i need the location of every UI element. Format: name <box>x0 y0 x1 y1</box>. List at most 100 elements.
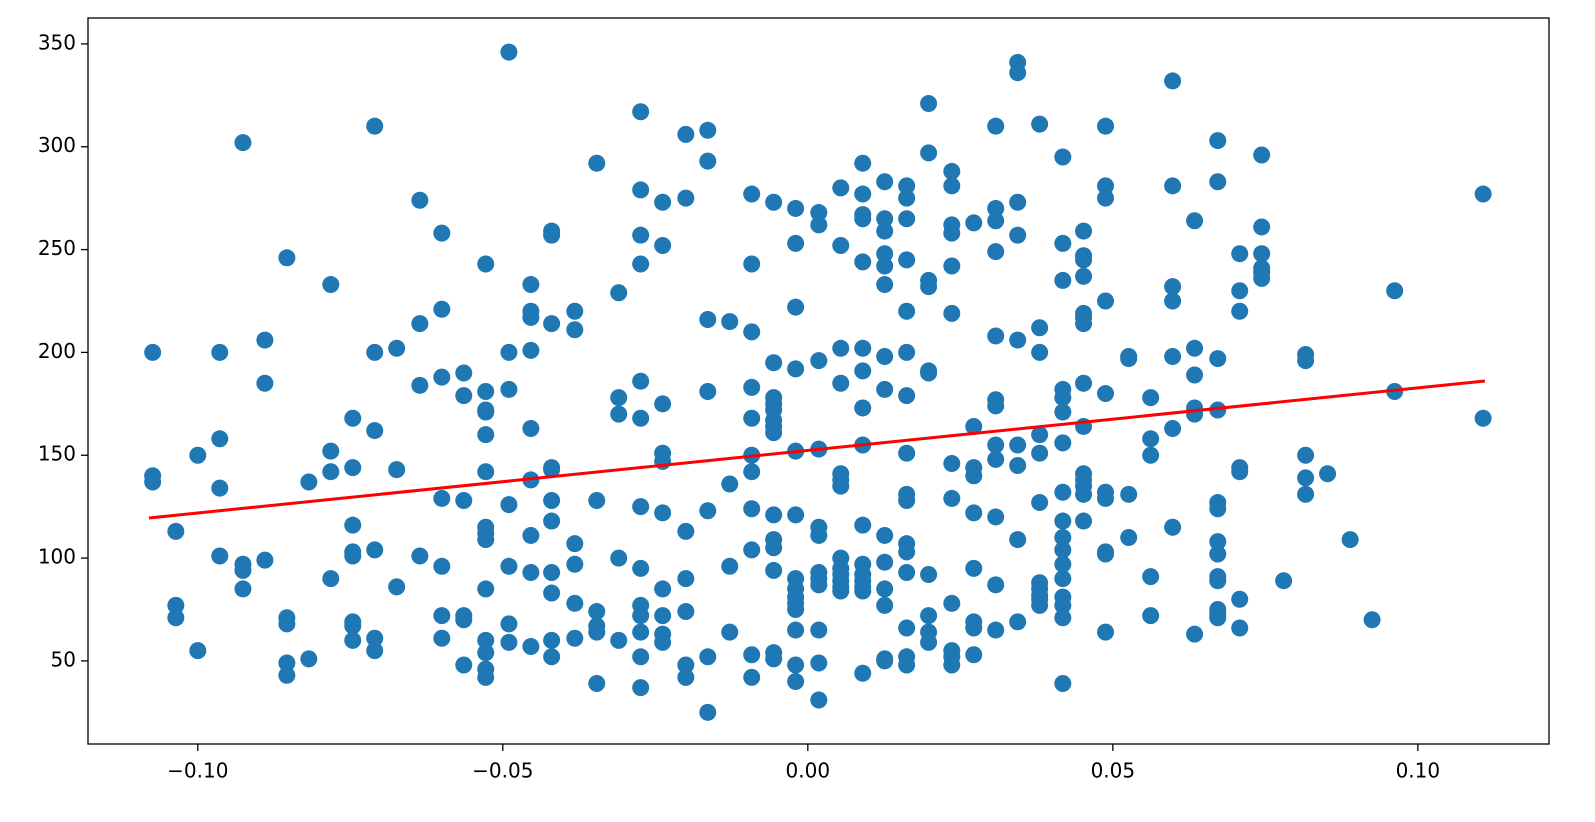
point <box>1297 469 1315 487</box>
point <box>500 43 518 61</box>
point <box>810 621 828 639</box>
point <box>1341 531 1359 549</box>
point <box>787 600 805 618</box>
point <box>344 547 362 565</box>
point <box>920 95 938 113</box>
point <box>743 185 761 203</box>
point <box>366 117 384 135</box>
point <box>787 234 805 252</box>
point <box>699 648 717 666</box>
point <box>898 444 916 462</box>
point <box>743 646 761 664</box>
point <box>832 236 850 254</box>
point <box>654 395 672 413</box>
point <box>854 339 872 357</box>
point <box>500 615 518 633</box>
point <box>765 539 783 557</box>
point <box>1054 609 1072 627</box>
point <box>1031 426 1049 444</box>
point <box>189 642 207 660</box>
point <box>1054 675 1072 693</box>
point <box>477 580 495 598</box>
point <box>566 629 584 647</box>
point <box>1054 596 1072 614</box>
point <box>965 417 983 435</box>
point <box>543 563 561 581</box>
x-tick-label: −0.05 <box>472 759 533 783</box>
point <box>854 154 872 172</box>
point <box>898 343 916 361</box>
point <box>344 617 362 635</box>
point <box>1054 570 1072 588</box>
point <box>366 422 384 440</box>
point <box>1186 366 1204 384</box>
point <box>943 304 961 322</box>
point <box>965 559 983 577</box>
point <box>1054 234 1072 252</box>
point <box>566 302 584 320</box>
point <box>477 403 495 421</box>
point <box>876 526 894 544</box>
point <box>366 629 384 647</box>
point <box>1186 405 1204 423</box>
point <box>876 173 894 191</box>
point <box>522 526 540 544</box>
point <box>1474 185 1492 203</box>
point <box>1075 512 1093 530</box>
point <box>477 644 495 662</box>
point <box>610 631 628 649</box>
x-tick-label: 0.00 <box>786 759 831 783</box>
point <box>1231 590 1249 608</box>
point <box>876 553 894 571</box>
point <box>366 541 384 559</box>
point <box>1209 572 1227 590</box>
point <box>477 631 495 649</box>
point <box>433 607 451 625</box>
point <box>1142 389 1160 407</box>
point <box>455 387 473 405</box>
point <box>632 226 650 244</box>
point <box>743 255 761 273</box>
point <box>898 210 916 228</box>
point <box>1009 613 1027 631</box>
point <box>987 117 1005 135</box>
point <box>832 374 850 392</box>
point <box>876 348 894 366</box>
point <box>677 189 695 207</box>
point <box>743 463 761 481</box>
point <box>721 623 739 641</box>
point <box>1054 483 1072 501</box>
point <box>1253 269 1271 287</box>
point <box>1054 529 1072 547</box>
point <box>1075 315 1093 333</box>
point <box>477 463 495 481</box>
point <box>1142 430 1160 448</box>
point <box>322 442 340 460</box>
point <box>721 475 739 493</box>
point <box>167 609 185 627</box>
point <box>965 467 983 485</box>
point <box>677 522 695 540</box>
point <box>278 666 296 684</box>
point <box>632 255 650 273</box>
point <box>920 566 938 584</box>
point <box>500 633 518 651</box>
point <box>1209 132 1227 150</box>
point <box>1164 348 1182 366</box>
point <box>787 298 805 316</box>
point <box>854 210 872 228</box>
point <box>144 343 162 361</box>
point <box>1231 619 1249 637</box>
point <box>721 313 739 331</box>
point <box>1097 117 1115 135</box>
point <box>1164 177 1182 195</box>
point <box>898 543 916 561</box>
point <box>1231 245 1249 263</box>
y-tick-label: 200 <box>38 339 76 363</box>
point <box>854 516 872 534</box>
point <box>743 668 761 686</box>
x-tick-label: 0.10 <box>1396 759 1441 783</box>
point <box>1031 343 1049 361</box>
point <box>1209 545 1227 563</box>
point <box>632 559 650 577</box>
